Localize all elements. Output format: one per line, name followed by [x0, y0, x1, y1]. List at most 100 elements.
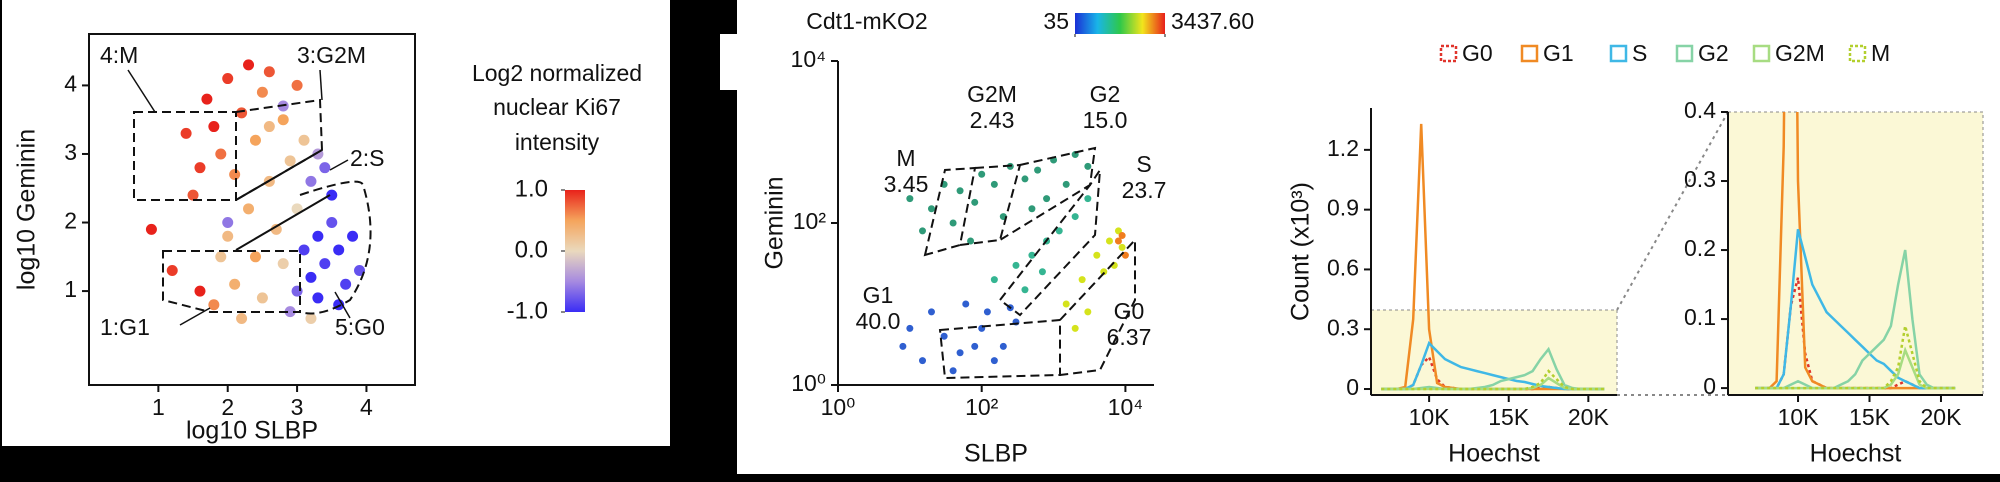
colorbar-tick-label: 1.0 — [515, 175, 548, 202]
point — [249, 251, 261, 263]
point — [208, 121, 220, 133]
point — [1021, 175, 1029, 183]
point — [906, 324, 914, 332]
y-tick-label: 10² — [793, 208, 827, 234]
point — [949, 367, 957, 375]
y-tick-label: 0 — [1346, 374, 1359, 400]
legend-swatch — [1848, 44, 1867, 63]
legend-swatch — [1752, 44, 1771, 63]
point — [1105, 237, 1113, 245]
gate-shape — [1059, 237, 1136, 376]
point — [990, 357, 998, 365]
x-axis-label: log10 SLBP — [186, 417, 318, 445]
point — [1114, 227, 1122, 235]
y-tick-label: 0.9 — [1327, 195, 1359, 221]
y-tick-label: 4 — [64, 70, 77, 96]
point — [1028, 251, 1036, 259]
point — [940, 332, 948, 340]
point — [284, 306, 296, 318]
y-tick-label: 1.2 — [1327, 135, 1359, 161]
gate-shape — [299, 180, 372, 315]
lines — [1755, 112, 1956, 390]
point — [990, 276, 998, 284]
point — [967, 237, 975, 245]
point — [249, 134, 261, 146]
point — [899, 342, 907, 350]
lines — [1381, 123, 1605, 391]
point — [145, 223, 157, 235]
x-tick-label: 15K — [1849, 404, 1891, 430]
x-tick-label: 10K — [1778, 404, 1820, 430]
colorbar-tick-label: 35 — [1043, 8, 1069, 34]
point — [347, 230, 359, 242]
point — [215, 148, 227, 160]
point — [978, 170, 986, 178]
point — [1062, 180, 1070, 188]
point — [949, 219, 957, 227]
legend-label: G1 — [1543, 40, 1574, 66]
colorbar-title: nuclear Ki67 — [493, 94, 621, 120]
series-line — [1755, 228, 1956, 390]
point — [312, 292, 324, 304]
gate-label: 3:G2M — [297, 42, 366, 68]
point — [256, 292, 268, 304]
gate-label: G2M — [967, 81, 1017, 107]
point — [1071, 324, 1079, 332]
zoom-region — [1370, 309, 1618, 396]
gate-shape — [133, 111, 237, 201]
point — [180, 127, 192, 139]
leader-line — [334, 291, 351, 319]
point — [956, 349, 964, 357]
point — [1118, 243, 1126, 251]
y-tick-label: 10⁰ — [791, 370, 826, 396]
point — [1100, 268, 1108, 276]
y-tick-label: 0.4 — [1684, 97, 1716, 123]
y-tick-label: 0 — [1703, 373, 1716, 399]
gate-label: 2:S — [350, 145, 385, 171]
point — [263, 121, 275, 133]
point — [1043, 195, 1051, 203]
gate-shape — [959, 163, 1022, 246]
point — [291, 79, 303, 91]
point — [1114, 237, 1122, 245]
point — [983, 308, 991, 316]
point — [229, 278, 241, 290]
point — [243, 59, 255, 71]
gate-value: 2.43 — [970, 107, 1015, 133]
zoom-panel — [1727, 111, 1984, 396]
y-tick-label: 1 — [64, 276, 77, 302]
legend-label: M — [1871, 40, 1890, 66]
x-axis-label: SLBP — [964, 440, 1028, 468]
point — [1084, 195, 1092, 203]
point — [326, 189, 338, 201]
leader-line — [319, 69, 323, 101]
point — [1078, 276, 1086, 284]
legend-label: S — [1632, 40, 1647, 66]
gates: 4:M 3:G2M 2:S 1:G1 5:G0 Log2 normalized … — [100, 42, 642, 340]
gate-label: G1 — [863, 282, 894, 308]
x-tick-label: 15K — [1488, 404, 1530, 430]
gate-label: G2 — [1090, 81, 1121, 107]
point — [236, 107, 248, 119]
point — [208, 299, 220, 311]
point — [284, 155, 296, 167]
point — [305, 313, 317, 325]
point — [971, 198, 979, 206]
x-axis-label: Hoechst — [1810, 440, 1902, 468]
gate-value: 6.37 — [1107, 324, 1152, 350]
y-tick-label: 0.1 — [1684, 304, 1716, 330]
x-tick-label: 10K — [1409, 404, 1451, 430]
x-tick-label: 10⁰ — [821, 394, 856, 420]
legend-label: G2M — [1775, 40, 1825, 66]
point — [1084, 162, 1092, 170]
point — [340, 278, 352, 290]
point — [990, 180, 998, 188]
gate-value: 23.7 — [1122, 177, 1167, 203]
zoom-connector — [1616, 111, 1729, 311]
point — [222, 230, 234, 242]
gate-label: 5:G0 — [335, 314, 385, 340]
x-tick-label: 2 — [221, 394, 234, 420]
series-line — [1381, 369, 1605, 391]
point — [270, 223, 282, 235]
